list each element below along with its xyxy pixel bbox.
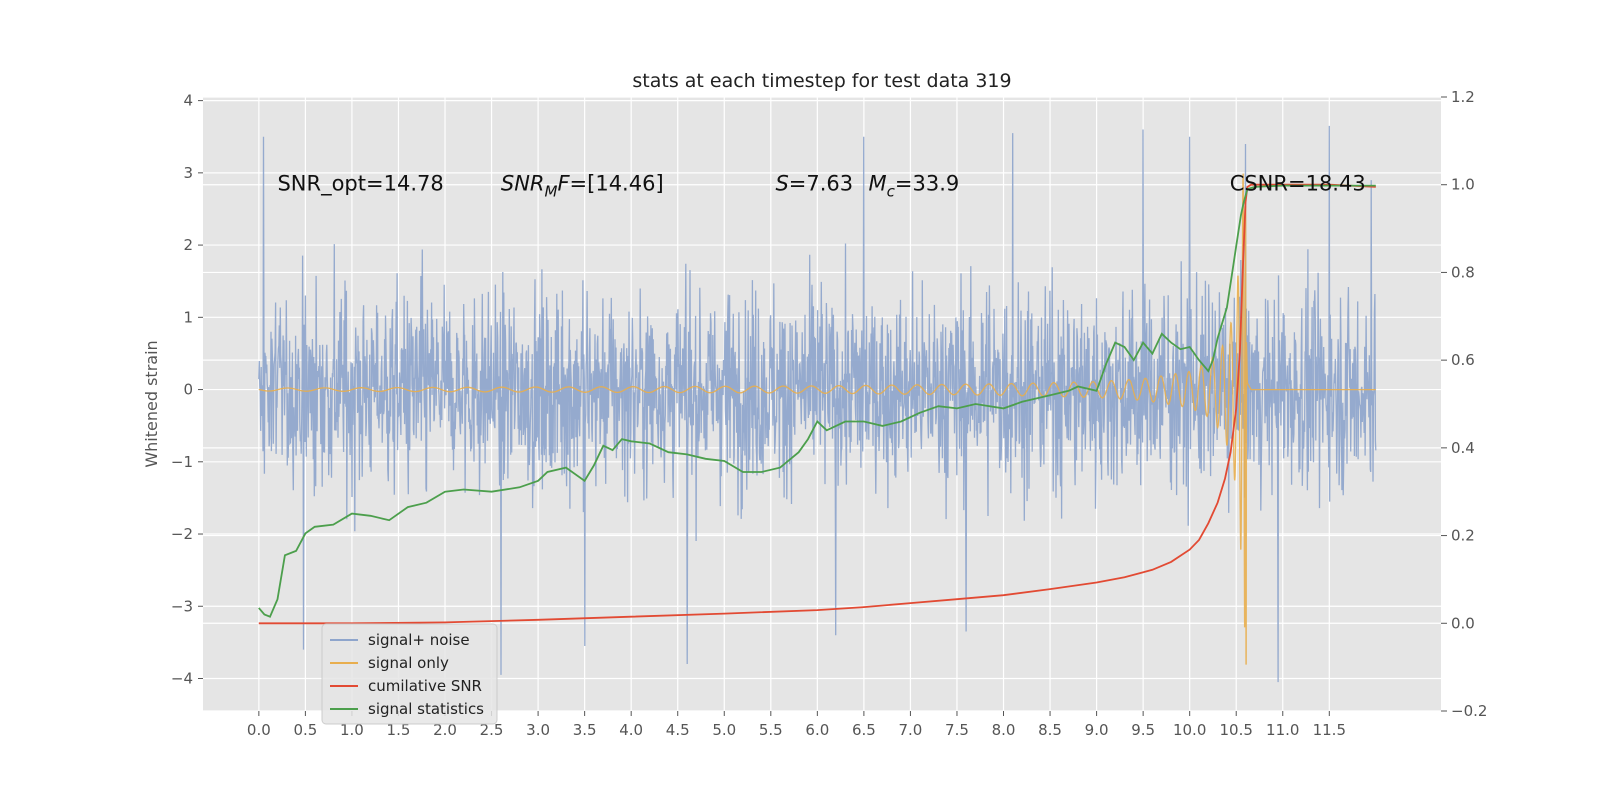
y-right-tick-label: 0.8 <box>1451 263 1475 281</box>
x-tick-label: 11.0 <box>1266 721 1299 739</box>
x-tick-label: 6.0 <box>805 721 829 739</box>
x-tick-label: 2.5 <box>480 721 504 739</box>
x-tick-label: 10.0 <box>1173 721 1206 739</box>
x-tick-label: 3.0 <box>526 721 550 739</box>
signal-statistics-line <box>258 184 1376 618</box>
y-left-tick-label: −1 <box>171 453 193 471</box>
x-tick-label: 4.0 <box>619 721 643 739</box>
y-left-tick-label: 1 <box>183 308 193 326</box>
y-right-tick-label: 1.2 <box>1451 88 1475 106</box>
y-right-tick-label: 0.4 <box>1451 439 1475 457</box>
y-right-tick-label: 0.2 <box>1451 527 1475 545</box>
x-tick-label: 5.5 <box>759 721 783 739</box>
x-tick-label: 0.0 <box>247 721 271 739</box>
y-left-tick-label: 0 <box>183 381 193 399</box>
x-tick-label: 0.5 <box>293 721 317 739</box>
axes: 0.0 0.5 1.0 1.5 2.0 2.5 3.0 3.5 4.0 4.5 5.0 5.5 6.0 6… <box>171 88 1488 739</box>
x-tick-label: 6.5 <box>852 721 876 739</box>
y-axis-label: Whitened strain <box>142 340 161 467</box>
y-right-tick-label: 0.6 <box>1451 351 1475 369</box>
legend: signal+ noise signal only cumilative SNR si… <box>321 623 498 725</box>
y-left-tick-label: −3 <box>171 597 193 615</box>
x-tick-label: 4.5 <box>666 721 690 739</box>
chart-title: stats at each timestep for test data 319 <box>632 70 1011 92</box>
annotation-csnr: CSNR=18.43 <box>1230 172 1366 196</box>
x-tick-label: 7.0 <box>898 721 922 739</box>
series-right-axis <box>258 183 1376 625</box>
legend-label: cumilative SNR <box>368 677 482 695</box>
x-tick-label: 1.0 <box>340 721 364 739</box>
x-tick-label: 7.5 <box>945 721 969 739</box>
y-left-tick-label: 4 <box>183 92 193 110</box>
x-tick-label: 8.5 <box>1038 721 1062 739</box>
y-left-tick-label: 3 <box>183 164 193 182</box>
x-tick-label: 10.5 <box>1220 721 1253 739</box>
legend-label: signal only <box>368 654 449 672</box>
x-tick-label: 9.5 <box>1131 721 1155 739</box>
cumulative-snr-line <box>258 183 1376 625</box>
signal-only-line <box>258 173 1376 665</box>
annotation-mc: Mc=33.9 <box>869 172 960 201</box>
y-right-tick-label: 1.0 <box>1451 176 1475 194</box>
x-tick-label: 5.0 <box>712 721 736 739</box>
y-right-tick-label: −0.2 <box>1451 702 1487 720</box>
annotation-snr_mf: SNRMF=[14.46] <box>501 172 664 201</box>
legend-box <box>321 623 498 725</box>
annotation-s: S=7.63 <box>775 172 853 196</box>
annotations: SNR_opt=14.78 SNRMF=[14.46] S=7.63 Mc=33.9 C… <box>277 172 1365 201</box>
signal-plus-noise-line <box>258 125 1377 683</box>
legend-label: signal+ noise <box>368 631 470 649</box>
x-tick-label: 1.5 <box>387 721 411 739</box>
x-tick-label: 11.5 <box>1313 721 1346 739</box>
x-tick-label: 9.0 <box>1085 721 1109 739</box>
x-tick-label: 8.0 <box>992 721 1016 739</box>
annotation-snr_opt: SNR_opt=14.78 <box>277 172 443 197</box>
series-signal-only <box>258 173 1376 665</box>
x-tick-label: 2.0 <box>433 721 457 739</box>
legend-label: signal statistics <box>368 700 484 718</box>
y-left-tick-label: −2 <box>171 525 193 543</box>
y-left-tick-label: 2 <box>183 236 193 254</box>
series-signal-plus-noise <box>258 125 1377 683</box>
y-right-tick-label: 0.0 <box>1451 614 1475 632</box>
y-left-tick-label: −4 <box>171 669 193 687</box>
x-tick-label: 3.5 <box>573 721 597 739</box>
